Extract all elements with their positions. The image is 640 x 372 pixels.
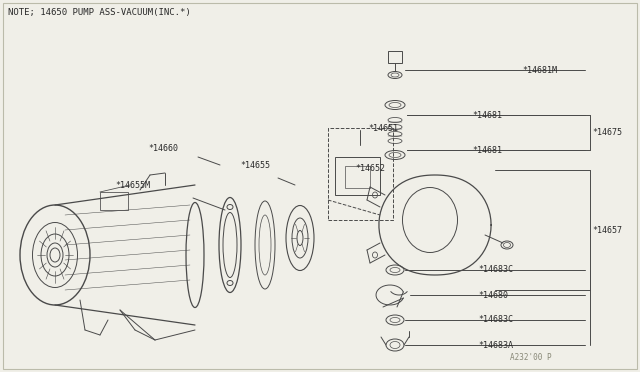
Text: *14675: *14675 [592, 128, 622, 137]
Text: *14651: *14651 [368, 124, 398, 132]
Text: *14681M: *14681M [522, 65, 557, 74]
Bar [328, 128, 393, 220]
Text: *14652: *14652 [355, 164, 385, 173]
Bar [345, 166, 370, 188]
Text: *14655: *14655 [240, 160, 270, 170]
Text: *14657: *14657 [592, 225, 622, 234]
Text: *14683C: *14683C [478, 266, 513, 275]
Text: *14655M: *14655M [115, 180, 150, 189]
Text: *14681: *14681 [472, 145, 502, 154]
Bar [388, 51, 402, 63]
Text: A232'00 P: A232'00 P [510, 353, 552, 362]
Text: *14680: *14680 [478, 291, 508, 299]
Text: NOTE; 14650 PUMP ASS-VACUUM(INC.*): NOTE; 14650 PUMP ASS-VACUUM(INC.*) [8, 7, 191, 16]
Text: *14660: *14660 [148, 144, 178, 153]
Bar [335, 157, 380, 195]
Text: *14683A: *14683A [478, 340, 513, 350]
Text: *14681: *14681 [472, 110, 502, 119]
Text: *14683C: *14683C [478, 315, 513, 324]
Bar [100, 192, 128, 210]
